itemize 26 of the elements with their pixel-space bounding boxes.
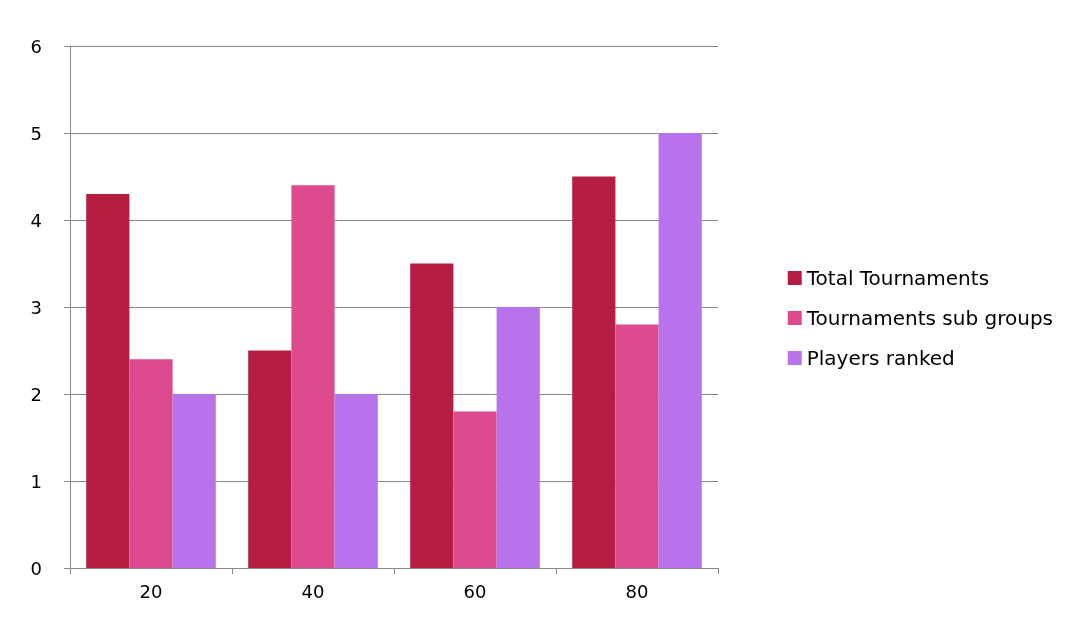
legend-label: Players ranked	[806, 346, 955, 370]
x-tick-label: 60	[463, 580, 487, 602]
y-tick-label: 5	[30, 122, 42, 144]
bar	[86, 193, 130, 568]
y-tick-label: 4	[30, 209, 42, 231]
bar	[248, 350, 292, 568]
bar	[658, 133, 702, 568]
y-tick-label: 3	[30, 296, 42, 318]
bar	[453, 411, 497, 568]
bar	[572, 176, 616, 568]
bar	[129, 359, 173, 568]
x-tick-label: 80	[625, 580, 649, 602]
bar	[291, 185, 335, 568]
y-tick-label: 2	[30, 383, 42, 405]
y-tick-label: 6	[30, 35, 42, 57]
bar	[496, 307, 540, 568]
bar	[410, 263, 454, 568]
legend-label: Tournaments sub groups	[805, 306, 1054, 330]
bar	[615, 324, 659, 568]
x-tick-label: 20	[139, 580, 163, 602]
bar	[172, 394, 216, 568]
bar	[334, 394, 378, 568]
y-tick-label: 0	[30, 557, 42, 579]
legend-label: Total Tournaments	[805, 266, 990, 290]
x-tick-label: 40	[301, 580, 325, 602]
y-tick-label: 1	[30, 470, 42, 492]
